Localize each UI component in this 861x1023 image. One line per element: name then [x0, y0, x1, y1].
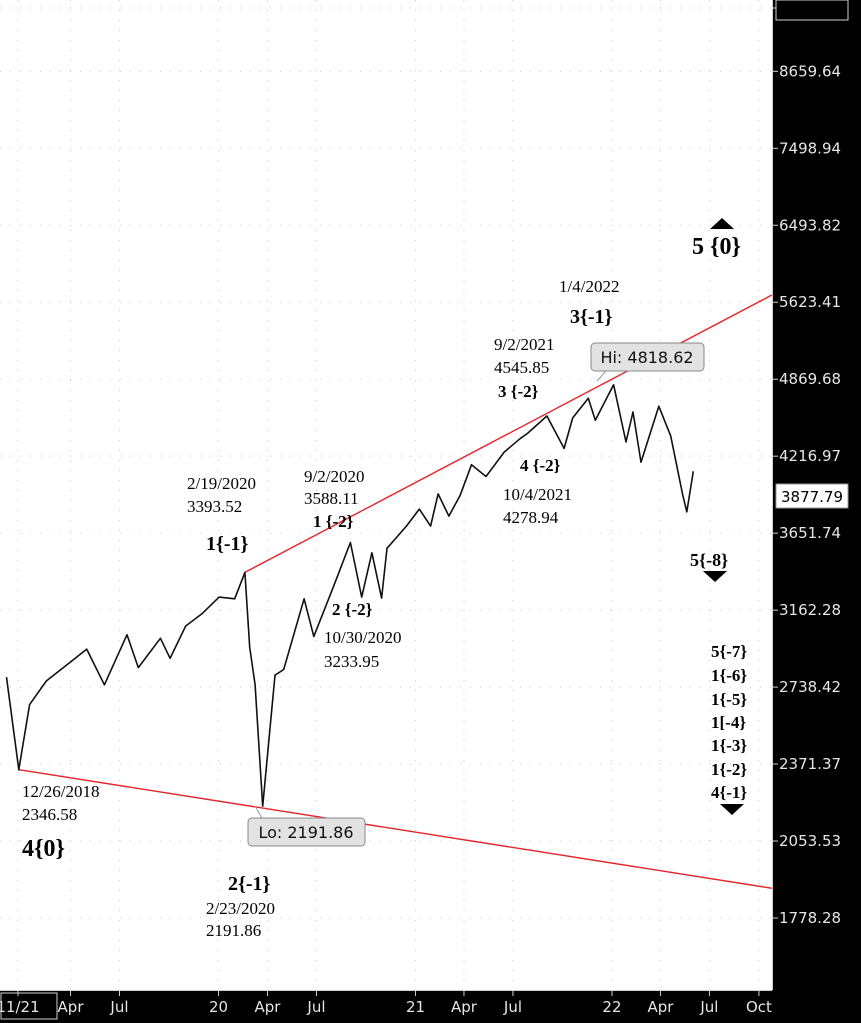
y-tick-label: 2053.53 [779, 832, 841, 850]
annotation-date: 2/19/2020 [187, 474, 256, 493]
x-tick-label: Apr [647, 998, 674, 1016]
x-tick-label: Jul [699, 998, 718, 1016]
annotation-date: 10/4/2021 [503, 485, 572, 504]
annotation-wave: 2 {-2} [332, 600, 373, 619]
hi-callout: Hi: 4818.62 [590, 342, 705, 382]
annotation-wave: 3{-1} [570, 306, 613, 328]
x-tick-label: Apr [255, 998, 282, 1016]
annotation-value: 3393.52 [187, 497, 242, 516]
trendlines [18, 294, 773, 889]
wave-stack-item: 1{-3} [711, 736, 747, 755]
annotation-wave-5-target: 5 {0} [692, 218, 741, 260]
annotation-date: 1/4/2022 [559, 277, 619, 296]
y-tick-label: 3162.28 [779, 601, 841, 619]
x-start-label-box [0, 992, 58, 1020]
y-tick-label: 7498.94 [779, 139, 841, 157]
wave-stack-item: 4{-1} [711, 783, 747, 802]
x-tick-label: 20 [209, 998, 228, 1016]
y-tick-label: 2371.37 [779, 755, 841, 773]
x-tick-label: Apr [451, 998, 478, 1016]
wave-stack-item: 1{-5} [711, 690, 747, 709]
lo-callout-label: Lo: 2191.86 [258, 823, 353, 842]
annotation-date: 2/23/2020 [206, 899, 275, 918]
x-tick-label: 21 [406, 998, 425, 1016]
last-price-badge: 3877.79 [775, 483, 849, 509]
annotation-wave: 4 {-2} [520, 456, 561, 475]
y-tick-label: 5623.41 [779, 293, 841, 311]
annotation-wave: 1{-1} [206, 533, 249, 555]
annotation-wave: 5 {0} [692, 234, 741, 260]
annotation-feb-2020-low: 2{-1} 2/23/2020 2191.86 [206, 873, 275, 940]
x-tick-label: Apr [58, 998, 85, 1016]
wave-stack-item: 5{-7} [711, 642, 747, 661]
annotation-jan-2022: 1/4/2022 3{-1} [559, 277, 619, 328]
x-tick-label: 11/21 [0, 998, 40, 1016]
annotation-wave: 4{0} [22, 836, 65, 862]
annotation-dec-2018: 12/26/2018 2346.58 4{0} [22, 782, 99, 862]
x-tick-label: 22 [602, 998, 621, 1016]
annotation-feb-2020-high: 2/19/2020 3393.52 1{-1} [187, 474, 256, 555]
y-tick-label: 6493.82 [779, 216, 841, 234]
annotation-wave: 2{-1} [228, 873, 271, 895]
trendline [18, 768, 772, 889]
annotation-value: 4545.85 [494, 358, 549, 377]
price-series-line [5, 384, 695, 807]
annotation-value: 4278.94 [503, 508, 559, 527]
annotation-date: 9/2/2020 [304, 467, 364, 486]
annotation-wave: 5{-8} [690, 550, 728, 570]
annotation-date: 9/2/2021 [494, 335, 554, 354]
annotation-value: 3233.95 [324, 652, 379, 671]
y-tick-label: 8659.64 [779, 62, 841, 80]
annotation-wave: 3 {-2} [498, 382, 539, 401]
y-tick-label: 1778.28 [779, 909, 841, 927]
annotation-sep-2020: 9/2/2020 3588.11 1 {-2} [304, 467, 364, 531]
y-tick-label: 2738.42 [779, 678, 841, 696]
annotation-value: 2191.86 [206, 921, 261, 940]
down-arrow-icon [703, 571, 727, 582]
annotation-date: 12/26/2018 [22, 782, 99, 801]
annotation-wave-stack: 5{-7} 1{-6} 1{-5} 1[-4} 1{-3} 1{-2} 4{-1… [711, 642, 747, 815]
wave-stack-item: 1{-6} [711, 666, 747, 685]
plot-background [0, 0, 772, 990]
x-tick-label: Jul [503, 998, 522, 1016]
top-price-badge [775, 0, 849, 21]
y-tick-label: 4216.97 [779, 447, 841, 465]
y-tick-label: 3651.74 [779, 524, 841, 542]
annotation-value: 3588.11 [304, 489, 359, 508]
last-price-label: 3877.79 [781, 488, 843, 506]
up-arrow-icon [710, 218, 734, 229]
x-axis-panel [0, 990, 772, 1023]
hi-callout-label: Hi: 4818.62 [600, 348, 693, 367]
annotation-oct-2020: 2 {-2} 10/30/2020 3233.95 [324, 600, 401, 671]
down-arrow-icon [720, 804, 744, 815]
lo-callout: Lo: 2191.86 [247, 805, 366, 847]
annotation-wave: 1 {-2} [313, 512, 354, 531]
y-axis-panel [772, 0, 861, 1023]
annotation-value: 2346.58 [22, 805, 77, 824]
annotation-sep-2021: 9/2/2021 4545.85 3 {-2} [494, 335, 554, 401]
annotation-wave-5-minus-8: 5{-8} [690, 550, 728, 582]
x-axis-ticks: 11/21 Apr Jul 20 Apr Jul 21 Apr Jul 22 Apr Jul Oct [0, 990, 772, 1020]
x-tick-label: Jul [306, 998, 325, 1016]
wave-stack-item: 1[-4} [711, 713, 746, 732]
trendline [244, 294, 773, 573]
annotation-oct-2021: 4 {-2} 10/4/2021 4278.94 [503, 456, 572, 527]
annotation-date: 10/30/2020 [324, 628, 401, 647]
wave-stack-item: 1{-2} [711, 760, 747, 779]
x-tick-label: Oct [746, 998, 772, 1016]
x-tick-label: Jul [109, 998, 128, 1016]
y-tick-label: 4869.68 [779, 370, 841, 388]
